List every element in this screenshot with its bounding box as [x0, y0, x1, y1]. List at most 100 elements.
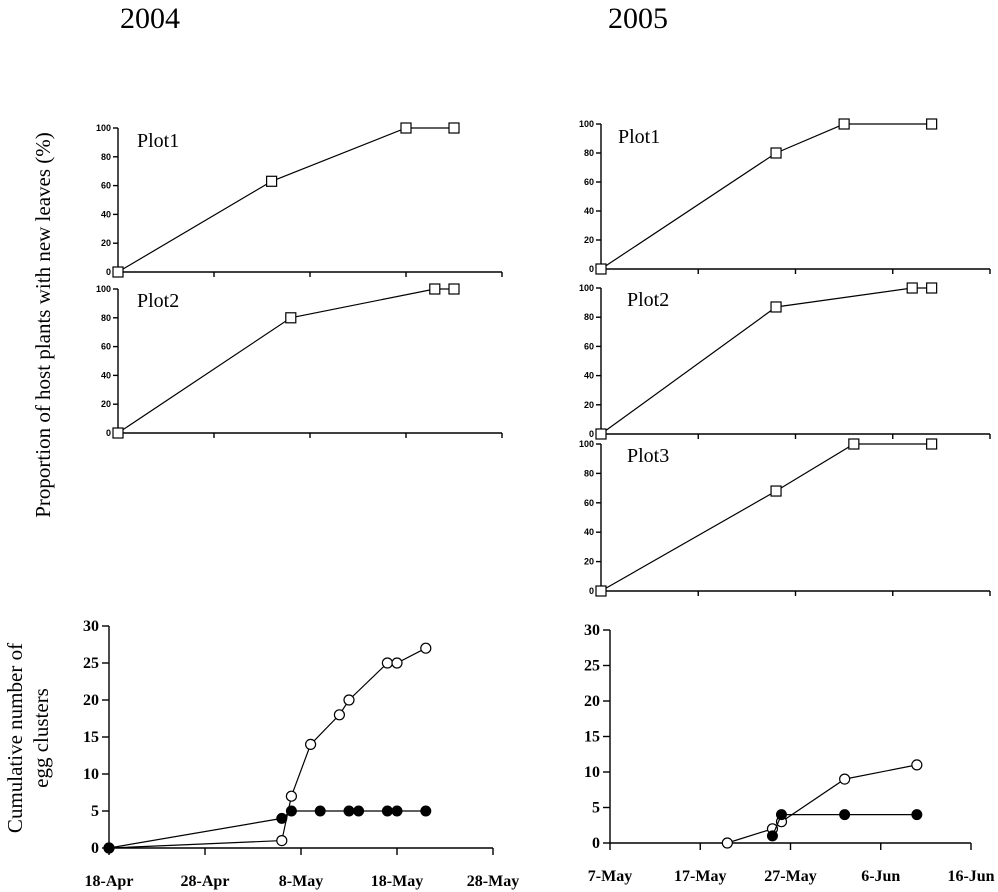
y-tick-label: 60 — [584, 498, 594, 508]
plot-label: Plot1 — [618, 126, 660, 148]
panel-2005-plot2: 0 20 40 60 80 100 Plot2 — [579, 282, 991, 440]
y-tick-label: 100 — [96, 123, 111, 133]
panel-2005-plot3: 0 20 40 60 80 100 Plot3 — [579, 438, 991, 597]
data-point-filled-circle — [353, 805, 365, 817]
y-tick-label: 40 — [584, 371, 594, 381]
data-point-square — [595, 585, 607, 597]
y-tick-label: 10 — [83, 766, 99, 783]
data-point-open-circle — [911, 759, 923, 771]
data-point-square — [770, 485, 782, 497]
series-line-open-circle — [108, 647, 427, 849]
data-point-filled-circle — [839, 809, 851, 821]
y-tick-label: 100 — [96, 284, 111, 294]
y-tick-label: 20 — [101, 238, 111, 248]
y-tick-label: 15 — [584, 729, 600, 746]
data-point-filled-circle — [381, 805, 393, 817]
data-point-filled-circle — [285, 805, 297, 817]
data-point-square — [285, 312, 297, 324]
x-tick-label: 17-May — [674, 868, 726, 885]
data-point-filled-circle — [276, 812, 288, 824]
series-line-open-square — [600, 287, 932, 435]
y-tick-label: 0 — [106, 428, 111, 438]
data-point-square — [926, 282, 938, 294]
panel-2005-egg-clusters: 0 5 10 15 20 25 30 7-May 17-May 27-May 6-Jun 16-Jun — [584, 622, 995, 885]
y-tick-label: 20 — [101, 399, 111, 409]
x-tick-label: 16-Jun — [947, 868, 994, 885]
y-tick-label: 30 — [584, 622, 600, 639]
data-point-square — [770, 147, 782, 159]
data-point-filled-circle — [420, 805, 432, 817]
y-tick-label: 60 — [584, 341, 594, 351]
x-tick-label: 28-May — [467, 873, 519, 890]
data-point-open-circle — [305, 738, 317, 751]
data-point-open-circle — [343, 694, 355, 706]
series-line-filled-circle — [108, 810, 426, 849]
data-point-filled-circle — [103, 842, 115, 854]
data-point-open-circle — [721, 837, 733, 849]
y-tick-label: 60 — [101, 342, 111, 352]
y-axis-label-egg-clusters-line2: egg clusters — [29, 688, 53, 788]
panel-2004-plot2: 0 20 40 60 80 100 Plot2 — [96, 283, 503, 439]
data-point-square — [770, 301, 782, 313]
y-tick-label: 100 — [579, 439, 594, 449]
chart-panels: 020406080100Plot1020406080100Plot2020406… — [83, 118, 995, 890]
y-tick-label: 5 — [592, 800, 600, 817]
panel-2004-egg-clusters: 0 5 10 15 20 25 30 18-Apr 28-Apr 8-May 18-May 28-Ma… — [83, 618, 519, 890]
data-point-open-circle — [420, 642, 432, 654]
x-tick-label: 18-May — [371, 873, 423, 890]
data-point-filled-circle — [766, 830, 778, 842]
x-tick-label: 28-Apr — [181, 873, 230, 890]
y-tick-label: 20 — [584, 235, 594, 245]
x-tick-label: 6-Jun — [861, 868, 900, 885]
panel-2004-plot1: 0 20 40 60 80 100 Plot1 — [96, 122, 503, 278]
data-point-open-circle — [285, 790, 297, 802]
y-tick-label: 0 — [589, 586, 594, 596]
series-line-open-square — [600, 123, 932, 270]
series-line-open-square — [600, 443, 932, 592]
data-point-open-circle — [391, 657, 403, 669]
data-point-filled-circle — [911, 809, 923, 821]
series-line-open-square — [117, 288, 454, 434]
data-point-square — [906, 282, 918, 294]
year-label-2005: 2005 — [608, 2, 668, 35]
data-point-square — [112, 266, 124, 278]
y-tick-label: 40 — [101, 209, 111, 219]
data-point-square — [429, 283, 441, 295]
y-tick-label: 40 — [584, 206, 594, 216]
y-tick-label: 0 — [91, 840, 99, 857]
x-tick-label: 8-May — [279, 873, 323, 890]
data-point-square — [448, 122, 460, 134]
y-axis-label-egg-clusters-line1: Cumulative number of — [3, 643, 27, 833]
series-line-filled-circle — [771, 813, 917, 837]
y-tick-label: 80 — [101, 152, 111, 162]
data-point-square — [926, 118, 938, 130]
y-tick-label: 25 — [83, 655, 99, 672]
data-point-square — [400, 122, 412, 134]
data-point-square — [112, 427, 124, 439]
y-tick-label: 40 — [101, 370, 111, 380]
data-point-open-circle — [276, 834, 288, 847]
y-tick-label: 25 — [584, 658, 600, 675]
plot-label: Plot2 — [137, 290, 179, 312]
data-point-square — [266, 175, 278, 187]
y-tick-label: 60 — [101, 181, 111, 191]
data-point-square — [595, 428, 607, 440]
y-tick-label: 80 — [101, 313, 111, 323]
y-tick-label: 10 — [584, 764, 600, 781]
y-tick-label: 100 — [579, 119, 594, 129]
y-tick-label: 100 — [579, 283, 594, 293]
data-point-filled-circle — [391, 805, 403, 817]
data-point-filled-circle — [314, 805, 326, 817]
y-tick-label: 15 — [83, 729, 99, 746]
y-tick-label: 0 — [592, 835, 600, 852]
panel-2005-plot1: 0 20 40 60 80 100 Plot1 — [579, 118, 991, 275]
data-point-square — [448, 283, 460, 295]
plot-label: Plot2 — [627, 289, 669, 311]
data-point-open-circle — [381, 657, 393, 669]
series-line-open-square — [117, 127, 454, 273]
data-point-filled-circle — [343, 805, 355, 817]
y-tick-label: 0 — [589, 429, 594, 439]
year-label-2004: 2004 — [120, 2, 180, 35]
data-point-square — [838, 118, 850, 130]
